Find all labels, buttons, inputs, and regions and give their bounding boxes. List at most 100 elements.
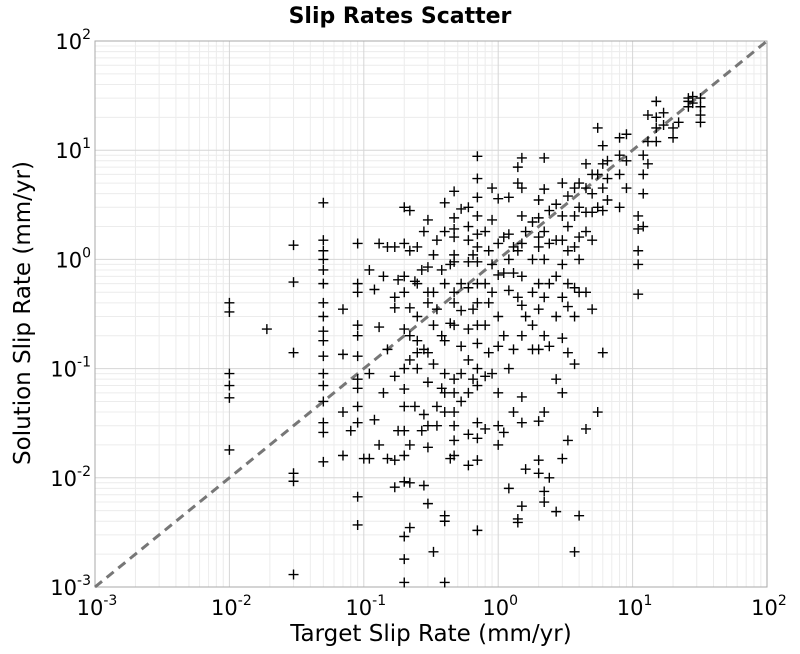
data-point xyxy=(480,423,491,434)
data-point xyxy=(416,425,427,436)
data-point xyxy=(318,427,329,438)
data-point xyxy=(633,245,644,256)
data-point xyxy=(516,152,527,163)
data-point xyxy=(516,210,527,221)
data-point xyxy=(449,407,460,418)
data-point xyxy=(498,427,509,438)
data-point xyxy=(527,320,538,331)
data-point xyxy=(472,297,483,308)
data-point xyxy=(539,486,550,497)
data-point xyxy=(480,371,491,382)
data-point xyxy=(544,341,555,352)
data-point xyxy=(633,259,644,270)
data-point xyxy=(668,132,679,143)
data-point xyxy=(580,183,591,194)
data-point xyxy=(592,122,603,133)
data-point xyxy=(472,417,483,428)
data-point xyxy=(527,287,538,298)
data-point xyxy=(516,271,527,282)
y-tick-label: 10-2 xyxy=(50,464,91,491)
data-point xyxy=(592,202,603,213)
data-point xyxy=(602,155,613,166)
data-point xyxy=(412,335,423,346)
data-point xyxy=(602,194,613,205)
data-point xyxy=(539,184,550,195)
data-point xyxy=(533,455,544,466)
data-point xyxy=(493,387,504,398)
data-point xyxy=(463,324,474,335)
data-point xyxy=(422,498,433,509)
data-point xyxy=(483,297,494,308)
data-point xyxy=(352,330,363,341)
y-tick-label: 100 xyxy=(55,245,91,272)
data-point xyxy=(574,510,585,521)
data-point xyxy=(472,338,483,349)
data-point xyxy=(399,287,410,298)
data-point xyxy=(602,173,613,184)
data-point xyxy=(318,380,329,391)
data-point xyxy=(503,192,514,203)
data-point xyxy=(404,205,415,216)
data-point xyxy=(695,117,706,128)
data-point xyxy=(472,380,483,391)
data-point xyxy=(456,305,467,316)
data-point xyxy=(449,450,460,461)
data-point xyxy=(493,341,504,352)
data-point xyxy=(569,311,580,322)
data-point xyxy=(472,192,483,203)
data-point xyxy=(399,476,410,487)
data-point xyxy=(318,351,329,362)
data-point xyxy=(288,277,299,288)
data-point xyxy=(651,122,662,133)
data-point xyxy=(399,202,410,213)
data-point xyxy=(651,112,662,123)
data-point xyxy=(337,407,348,418)
data-point xyxy=(533,304,544,315)
data-point xyxy=(533,344,544,355)
data-point xyxy=(318,235,329,246)
data-point xyxy=(651,96,662,107)
data-point xyxy=(574,202,585,213)
data-point xyxy=(404,302,415,313)
data-point xyxy=(695,93,706,104)
x-tick-label: 101 xyxy=(617,593,653,620)
data-point xyxy=(431,304,442,315)
data-point xyxy=(439,197,450,208)
data-point xyxy=(574,232,585,243)
data-point xyxy=(456,278,467,289)
data-point xyxy=(449,374,460,385)
data-point xyxy=(422,214,433,225)
data-point xyxy=(651,136,662,147)
data-point xyxy=(456,203,467,214)
data-point xyxy=(539,497,550,508)
data-point xyxy=(621,155,632,166)
data-point xyxy=(456,396,467,407)
data-point xyxy=(633,289,644,300)
data-point xyxy=(539,292,550,303)
data-point xyxy=(614,150,625,161)
data-point xyxy=(512,245,523,256)
reference-diagonal-line xyxy=(94,39,768,589)
data-point xyxy=(638,150,649,161)
data-point xyxy=(318,254,329,265)
data-point xyxy=(409,276,420,287)
data-point xyxy=(658,120,669,131)
data-point xyxy=(614,169,625,180)
data-point xyxy=(412,241,423,252)
data-point xyxy=(544,472,555,483)
data-point xyxy=(412,278,423,289)
data-point xyxy=(544,238,555,249)
data-point xyxy=(551,271,562,282)
data-point xyxy=(456,368,467,379)
data-point xyxy=(364,453,375,464)
data-point xyxy=(389,292,400,303)
data-point xyxy=(463,256,474,267)
data-point xyxy=(633,223,644,234)
data-point xyxy=(399,450,410,461)
data-point xyxy=(389,482,400,493)
y-tick-label: 101 xyxy=(55,136,91,163)
data-point xyxy=(449,212,460,223)
data-point xyxy=(569,183,580,194)
data-point xyxy=(508,268,519,279)
data-point xyxy=(439,368,450,379)
